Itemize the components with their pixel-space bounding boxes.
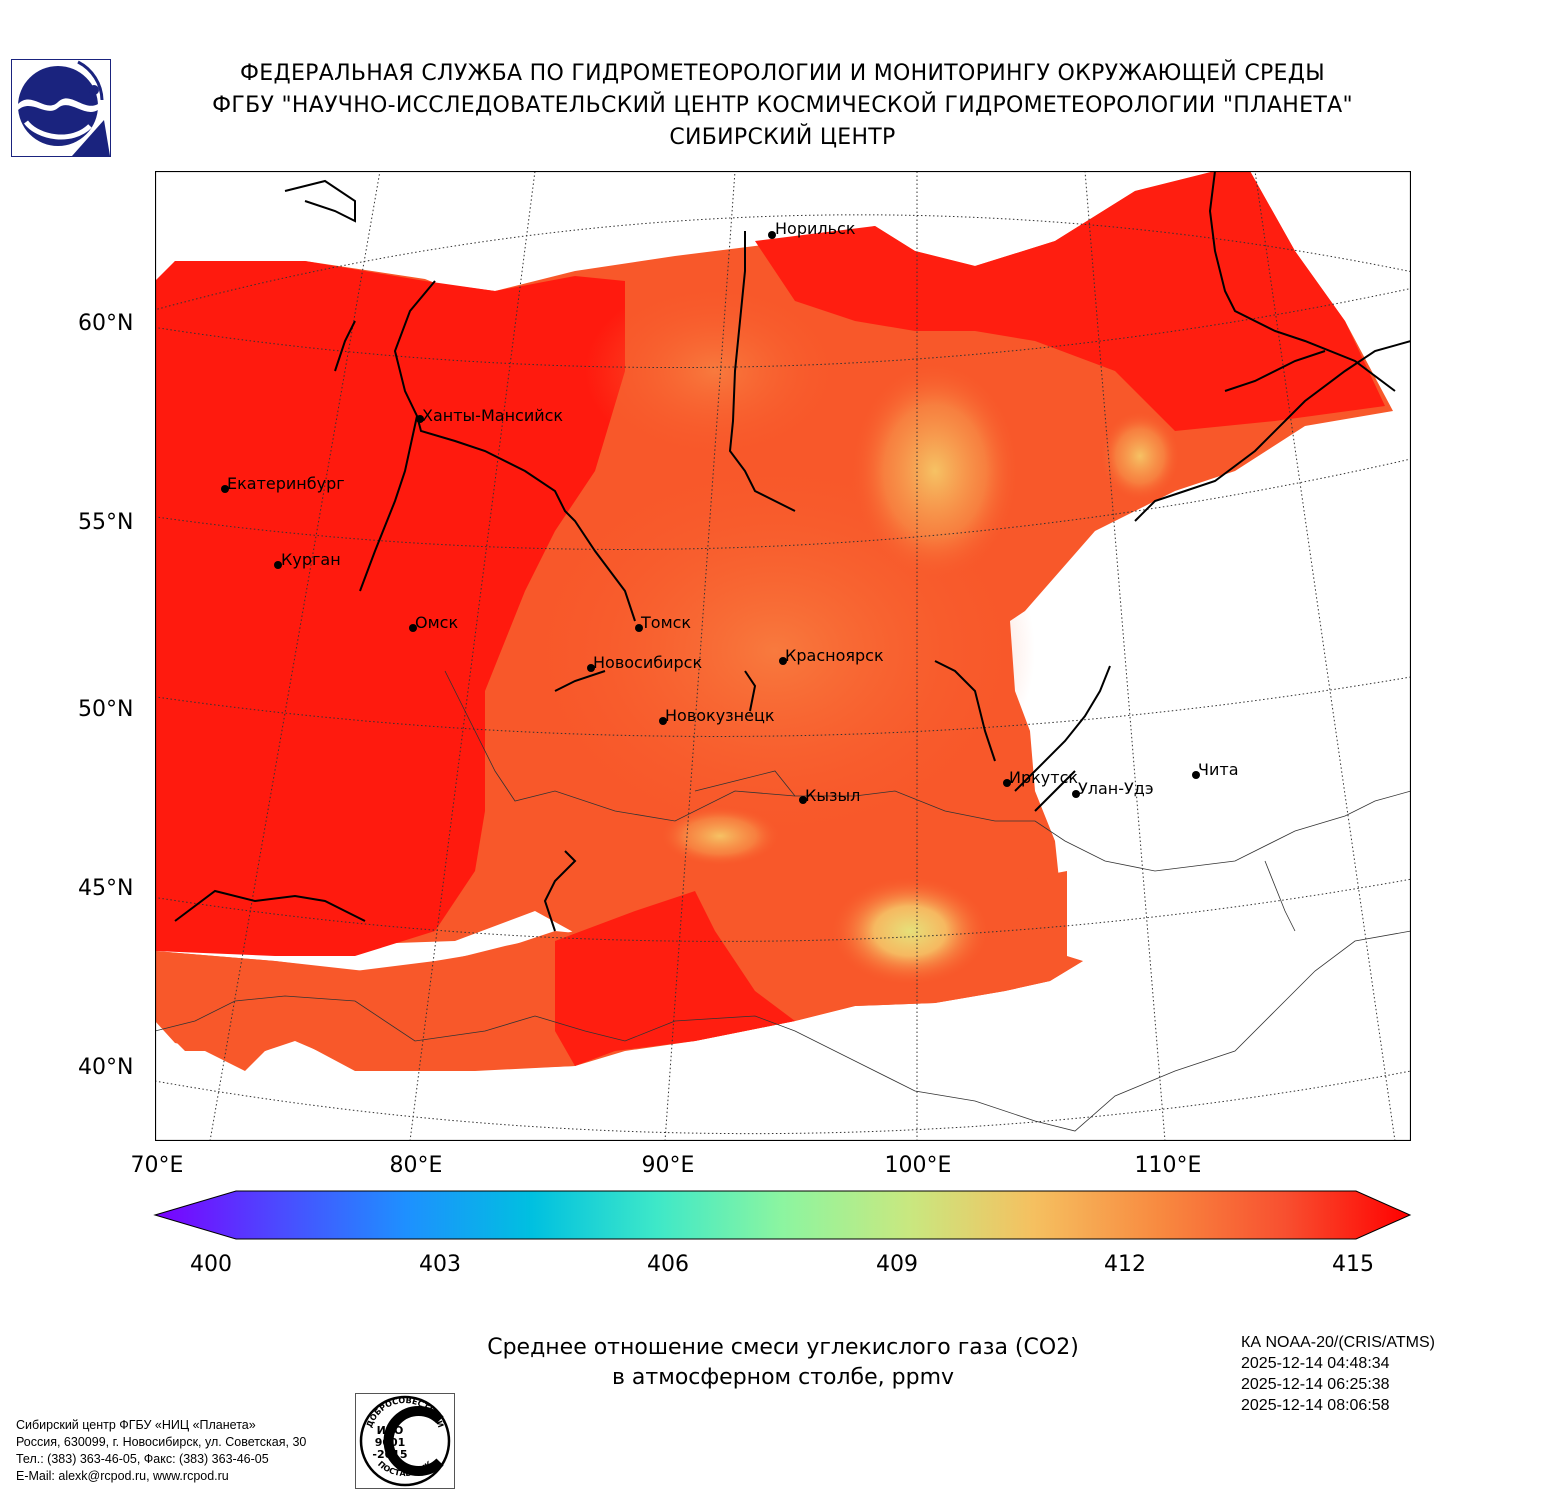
colorbar bbox=[150, 1188, 1416, 1246]
satellite-time-2: 2025-12-14 06:25:38 bbox=[1241, 1376, 1390, 1393]
city-label-omsk: Омск bbox=[415, 613, 458, 632]
satellite-name: КА NOAA-20/(CRIS/ATMS) bbox=[1241, 1334, 1435, 1351]
footer-line-1: Сибирский центр ФГБУ «НИЦ «Планета» bbox=[16, 1418, 256, 1432]
colorbar-tick-406: 406 bbox=[647, 1252, 689, 1277]
city-label-yekaterinburg: Екатеринбург bbox=[227, 474, 345, 493]
header-line-1: ФЕДЕРАЛЬНАЯ СЛУЖБА ПО ГИДРОМЕТЕОРОЛОГИИ … bbox=[240, 61, 1325, 86]
svg-text:-2015: -2015 bbox=[372, 1448, 407, 1461]
co2-field-mid-north bbox=[585, 281, 845, 461]
svg-text:ИСО: ИСО bbox=[377, 1424, 404, 1437]
lon-label-100: 100°E bbox=[884, 1153, 952, 1178]
map-border bbox=[155, 171, 1411, 1141]
city-label-kurgan: Курган bbox=[281, 550, 341, 569]
lat-label-60: 60°N bbox=[78, 311, 134, 336]
iso-seal-icon: ДОБРОСОВЕСТНЫЙ ИСО 9001 -2015 ПОСТАВЩИК bbox=[359, 1395, 451, 1487]
city-label-irkutsk: Иркутск bbox=[1009, 768, 1078, 787]
footer-line-4: E-Mail: alexk@rcpod.ru, www.rcpod.ru bbox=[16, 1469, 229, 1483]
satellite-time-1: 2025-12-14 04:48:34 bbox=[1241, 1355, 1390, 1372]
svg-text:9001: 9001 bbox=[375, 1436, 406, 1449]
satellite-info: КА NOAA-20/(CRIS/ATMS) 2025-12-14 04:48:… bbox=[1241, 1332, 1435, 1416]
header-line-2: ФГБУ "НАУЧНО-ИССЛЕДОВАТЕЛЬСКИЙ ЦЕНТР КОС… bbox=[212, 93, 1353, 118]
header-line-3: СИБИРСКИЙ ЦЕНТР bbox=[669, 125, 896, 150]
map-caption: Среднее отношение смеси углекислого газа… bbox=[383, 1333, 1183, 1393]
roshydromet-logo bbox=[11, 59, 111, 157]
lat-label-45: 45°N bbox=[78, 876, 134, 901]
lat-label-40: 40°N bbox=[78, 1055, 134, 1080]
lon-label-80: 80°E bbox=[389, 1153, 443, 1178]
footer-line-3: Тел.: (383) 363-46-05, Факс: (383) 363-4… bbox=[16, 1452, 269, 1466]
co2-field-low-spot-4 bbox=[1100, 411, 1180, 501]
country-borders bbox=[155, 670, 1411, 1132]
city-labels: Норильск Ханты-Мансийск Екатеринбург Кур… bbox=[227, 219, 1239, 805]
co2-map: Норильск Ханты-Мансийск Екатеринбург Кур… bbox=[155, 171, 1411, 1141]
colorbar-tick-403: 403 bbox=[419, 1252, 461, 1277]
page-header: ФЕДЕРАЛЬНАЯ СЛУЖБА ПО ГИДРОМЕТЕОРОЛОГИИ … bbox=[110, 58, 1455, 154]
footer-line-2: Россия, 630099, г. Новосибирск, ул. Сове… bbox=[16, 1435, 307, 1449]
lat-label-55: 55°N bbox=[78, 510, 134, 535]
rivers-and-coasts bbox=[174, 171, 1411, 932]
city-label-ulan-ude: Улан-Удэ bbox=[1078, 779, 1154, 798]
co2-field-low-spot-3 bbox=[660, 806, 780, 866]
city-label-tomsk: Томск bbox=[640, 613, 691, 632]
city-label-novosibirsk: Новосибирск bbox=[593, 653, 702, 672]
colorbar-graphic bbox=[153, 1190, 1412, 1240]
satellite-time-3: 2025-12-14 08:06:58 bbox=[1241, 1397, 1390, 1414]
co2-field-high-north bbox=[755, 171, 1385, 431]
city-label-krasnoyarsk: Красноярск bbox=[785, 646, 884, 665]
caption-line-1: Среднее отношение смеси углекислого газа… bbox=[487, 1335, 1079, 1360]
footer-contacts: Сибирский центр ФГБУ «НИЦ «Планета» Росс… bbox=[16, 1417, 306, 1485]
lat-label-50: 50°N bbox=[78, 697, 134, 722]
roshydromet-emblem-icon bbox=[18, 60, 110, 156]
city-label-chita: Чита bbox=[1198, 760, 1239, 779]
co2-field-high-south bbox=[555, 891, 795, 1066]
city-label-norilsk: Норильск bbox=[775, 219, 856, 238]
colorbar-tick-412: 412 bbox=[1104, 1252, 1146, 1277]
lon-label-90: 90°E bbox=[641, 1153, 695, 1178]
caption-line-2: в атмосферном столбе, ppmv bbox=[611, 1365, 955, 1390]
co2-field-low-spot-2 bbox=[830, 876, 990, 986]
co2-field-lower bbox=[155, 281, 1083, 1071]
colorbar-tick-400: 400 bbox=[190, 1252, 232, 1277]
colorbar-tick-409: 409 bbox=[876, 1252, 918, 1277]
lon-label-70: 70°E bbox=[130, 1153, 184, 1178]
city-markers bbox=[221, 231, 1200, 804]
city-label-kyzyl: Кызыл bbox=[805, 786, 860, 805]
co2-field-low-spot-1 bbox=[850, 361, 1020, 581]
city-label-novokuznetsk: Новокузнецк bbox=[665, 706, 775, 725]
city-label-khanty-mansiysk: Ханты-Мансийск bbox=[422, 406, 563, 425]
colorbar-tick-415: 415 bbox=[1332, 1252, 1374, 1277]
lon-label-110: 110°E bbox=[1134, 1153, 1202, 1178]
iso-badge: ДОБРОСОВЕСТНЫЙ ИСО 9001 -2015 ПОСТАВЩИК bbox=[355, 1393, 455, 1489]
